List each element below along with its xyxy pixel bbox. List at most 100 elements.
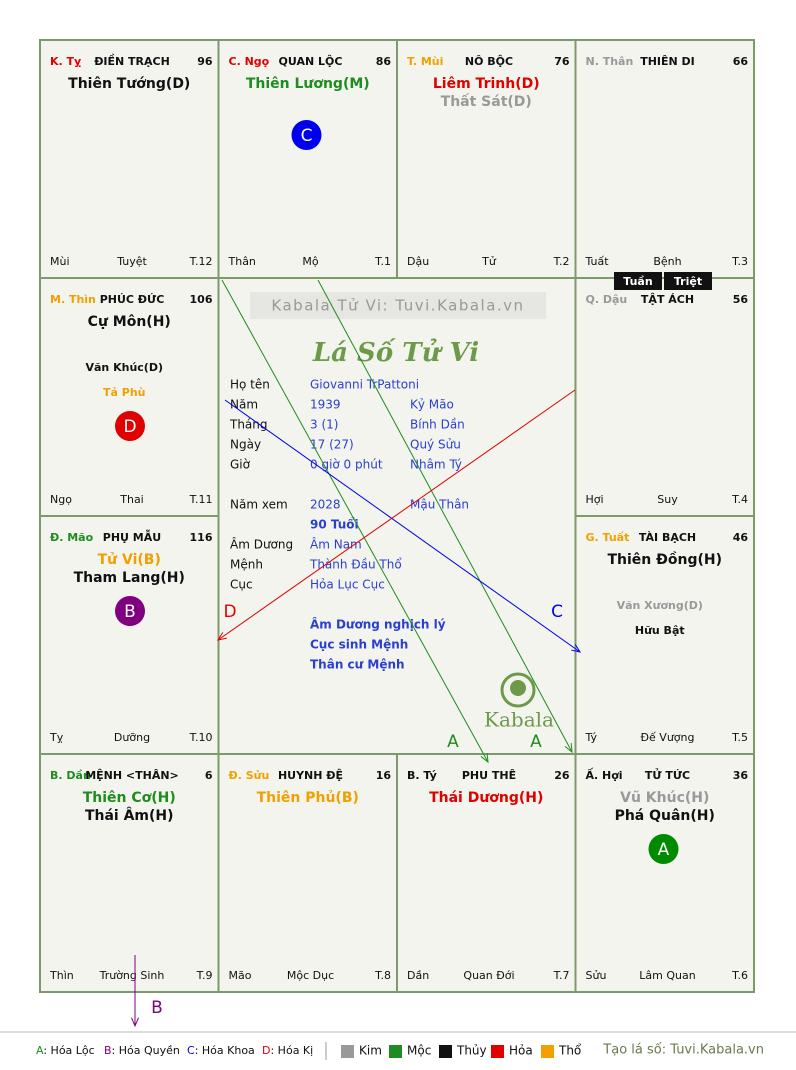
- palace-score: 96: [197, 55, 213, 68]
- info-value: Bính Dần: [410, 418, 465, 432]
- palace-footer: Tỵ: [49, 731, 64, 744]
- palace-score: 76: [554, 55, 570, 68]
- palace-stem: K. Tỵ: [50, 55, 81, 68]
- main-star: Liêm Trinh(D): [433, 76, 540, 92]
- palace-footer: T.5: [731, 731, 748, 744]
- badge-letter: C: [301, 126, 313, 146]
- arrow-line: [221, 279, 489, 763]
- arrow-head: [480, 752, 489, 764]
- palace-cell: [217, 39, 398, 279]
- arrow-head: [571, 644, 582, 653]
- palace-footer: Hợi: [586, 493, 604, 506]
- info-label: Mệnh: [230, 558, 263, 572]
- info-label: Cục: [230, 578, 253, 592]
- palace-cell: [396, 39, 577, 279]
- palace-footer: Tuất: [585, 255, 610, 268]
- element-label: Kim: [359, 1044, 382, 1058]
- palace-stem: B. Tý: [407, 769, 437, 782]
- palace-footer: Dưỡng: [114, 731, 150, 744]
- arrow-label: A: [447, 732, 459, 752]
- minor-star: Hữu Bật: [635, 624, 685, 637]
- palace-score: 26: [554, 769, 570, 782]
- arrow-line: [224, 399, 581, 653]
- palace-score: 56: [733, 293, 749, 306]
- element-swatch: [439, 1045, 452, 1058]
- palace-stem: T. Mùi: [407, 55, 443, 68]
- info-value: Nhâm Tý: [410, 458, 462, 472]
- info-value: Quý Sửu: [410, 438, 461, 452]
- info-value: Hỏa Lục Cục: [310, 578, 385, 592]
- palace-score: 66: [733, 55, 749, 68]
- info-value: Thành Đầu Thổ: [309, 558, 402, 572]
- badge-circle: [291, 120, 322, 150]
- element-swatch: [541, 1045, 554, 1058]
- main-star: Thái Âm(H): [85, 807, 174, 824]
- minor-star: Tả Phù: [103, 386, 145, 399]
- palace-cell: [39, 515, 220, 755]
- palace-stem: Đ. Mão: [50, 531, 94, 544]
- palace-score: 116: [190, 531, 213, 544]
- palace-name: TỬ TỨC: [645, 768, 690, 782]
- legend-key: C: [187, 1044, 195, 1057]
- palace-score: 16: [376, 769, 392, 782]
- palace-footer: Lâm Quan: [639, 969, 695, 982]
- main-star: Thiên Cơ(H): [83, 790, 176, 806]
- element-swatch: [341, 1045, 354, 1058]
- info-label: Năm xem: [230, 498, 288, 512]
- palace-footer: Tý: [585, 731, 598, 744]
- palace-cell: [39, 39, 220, 279]
- info-value: Mậu Thân: [410, 498, 469, 512]
- palace-footer: Mão: [229, 969, 252, 982]
- legend-key: B: [104, 1044, 112, 1057]
- legend-transform: A: Hóa Lộc: [36, 1044, 95, 1057]
- palace-cell: [39, 277, 220, 517]
- legend-key: D: [262, 1044, 270, 1057]
- palace-stem: Q. Dậu: [586, 293, 628, 306]
- palace-footer: Quan Đới: [463, 969, 514, 982]
- palace-name: PHU THÊ: [462, 769, 516, 782]
- legend-text: : Hóa Lộc: [43, 1044, 94, 1057]
- marker-box: [614, 272, 662, 290]
- logo-text: Kabala: [484, 708, 554, 732]
- palace-footer: T.8: [374, 969, 391, 982]
- palace-footer: Ngọ: [50, 493, 72, 506]
- palace-footer: T.2: [553, 255, 570, 268]
- badge-circle: [115, 596, 145, 626]
- arrow-label: B: [151, 998, 163, 1018]
- palace-footer: Mộ: [302, 255, 318, 268]
- element-swatch: [389, 1045, 402, 1058]
- info-value: 3 (1): [310, 418, 338, 432]
- info-label: Ngày: [230, 438, 261, 452]
- badge-letter: B: [124, 602, 136, 622]
- marker-label: Triệt: [674, 275, 702, 288]
- palace-stem: M. Thìn: [50, 293, 96, 306]
- main-star: Cự Môn(H): [88, 314, 171, 330]
- palace-cell: [574, 39, 755, 279]
- main-star: Phá Quân(H): [615, 808, 715, 824]
- element-swatch: [491, 1045, 504, 1058]
- palace-footer: T.11: [189, 493, 213, 506]
- palace-footer: T.4: [731, 493, 748, 506]
- palace-stem: C. Ngọ: [229, 55, 270, 68]
- element-label: Mộc: [407, 1044, 431, 1058]
- palace-footer: Bệnh: [653, 255, 681, 268]
- main-star: Thiên Đồng(H): [607, 551, 722, 568]
- palace-footer: T.10: [189, 731, 213, 744]
- palace-score: 86: [376, 55, 392, 68]
- palace-cell: [574, 515, 755, 755]
- arrow-head: [131, 1017, 139, 1028]
- center-title: Lá Số Tử Vi: [312, 337, 479, 368]
- palace-footer: Dần: [407, 969, 429, 982]
- info-label: Âm Dương: [230, 537, 293, 552]
- main-star: Thiên Phủ(B): [257, 790, 359, 806]
- palace-stem: Ấ. Hợi: [586, 767, 623, 782]
- palace-name: PHỤ MẪU: [103, 529, 161, 544]
- arrow-head: [216, 632, 227, 641]
- palace-footer: Mộc Dục: [287, 969, 334, 982]
- arrows: A A C D B: [131, 279, 582, 1028]
- center-panel: Kabala Tử Vi: Tuvi.Kabala.vn Lá Số Tử Vi H…: [220, 279, 574, 753]
- arrow-line: [317, 279, 573, 753]
- main-star: Thiên Tướng(D): [68, 76, 190, 92]
- palace-name: NÔ BỘC: [465, 55, 513, 68]
- palaces: K. Tỵ ĐIỀN TRẠCH 96 Thiên Tướng(D) Mùi Tuyệt T…: [39, 39, 755, 993]
